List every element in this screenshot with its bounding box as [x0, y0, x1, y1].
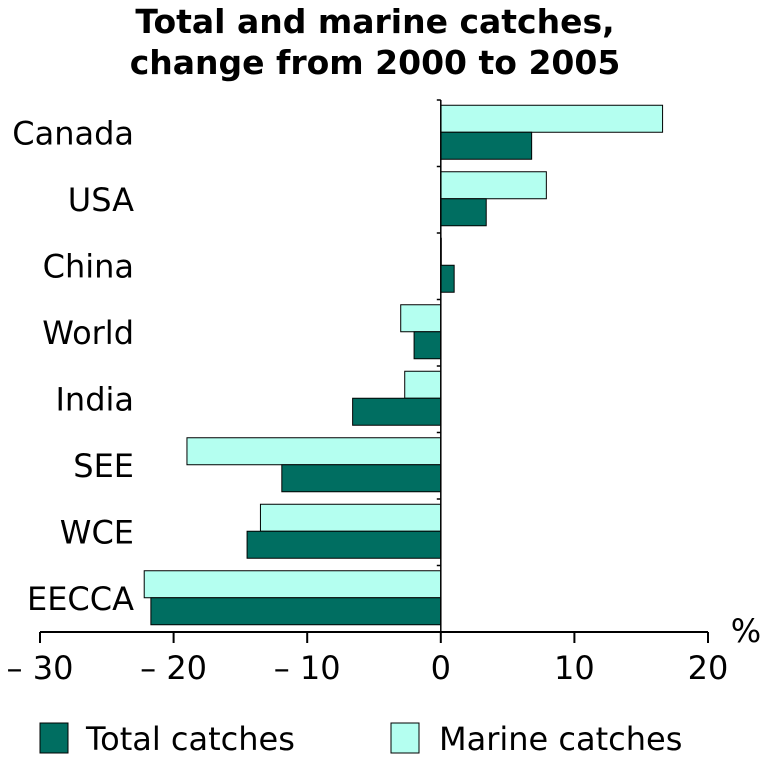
bars-group: [143, 104, 664, 626]
bar-total-eecca: [150, 597, 442, 626]
bar-marine-see: [186, 437, 442, 466]
bar-total-see: [281, 464, 442, 493]
x-tick-label: – 20: [140, 649, 207, 687]
bar-total-usa: [440, 198, 487, 227]
category-label-see: SEE: [73, 447, 134, 485]
category-label-china: China: [43, 247, 134, 285]
legend-swatch-marine-catches: [390, 722, 420, 754]
bar-marine-eecca: [143, 570, 442, 599]
category-label-india: India: [55, 380, 134, 418]
bar-marine-india: [404, 370, 442, 399]
legend-label-marine-catches: Marine catches: [439, 720, 682, 758]
bar-total-china: [440, 264, 455, 293]
category-label-world: World: [42, 314, 134, 352]
bar-total-world: [413, 331, 442, 360]
x-tick-label: – 30: [7, 649, 74, 687]
legend-swatch-total-catches: [39, 722, 69, 754]
bar-marine-canada: [440, 104, 664, 133]
axes-group: – 30 – 20 – 10 0 10 20: [7, 99, 729, 687]
x-tick-label: – 10: [274, 649, 341, 687]
bar-total-india: [352, 397, 442, 426]
chart-title-line-1: Total and marine catches,: [135, 2, 614, 41]
x-tick-label: 10: [554, 649, 595, 687]
bar-marine-world: [400, 304, 442, 333]
category-label-wce: WCE: [60, 513, 134, 551]
category-labels: Canada USA China World India SEE WCE EECCA: [12, 114, 134, 618]
x-tick-label: 20: [688, 649, 729, 687]
bar-marine-usa: [440, 171, 547, 200]
category-label-usa: USA: [68, 181, 134, 219]
legend: Total catches Marine catches: [39, 720, 682, 758]
bar-total-canada: [440, 131, 533, 160]
x-tick-label: 0: [431, 649, 451, 687]
bar-marine-wce: [259, 503, 442, 532]
legend-label-total-catches: Total catches: [85, 720, 295, 758]
chart-title-line-2: change from 2000 to 2005: [130, 43, 621, 82]
bar-total-wce: [246, 530, 442, 559]
category-label-canada: Canada: [12, 114, 134, 152]
category-label-eecca: EECCA: [27, 580, 134, 618]
x-axis-unit: %: [731, 612, 761, 650]
